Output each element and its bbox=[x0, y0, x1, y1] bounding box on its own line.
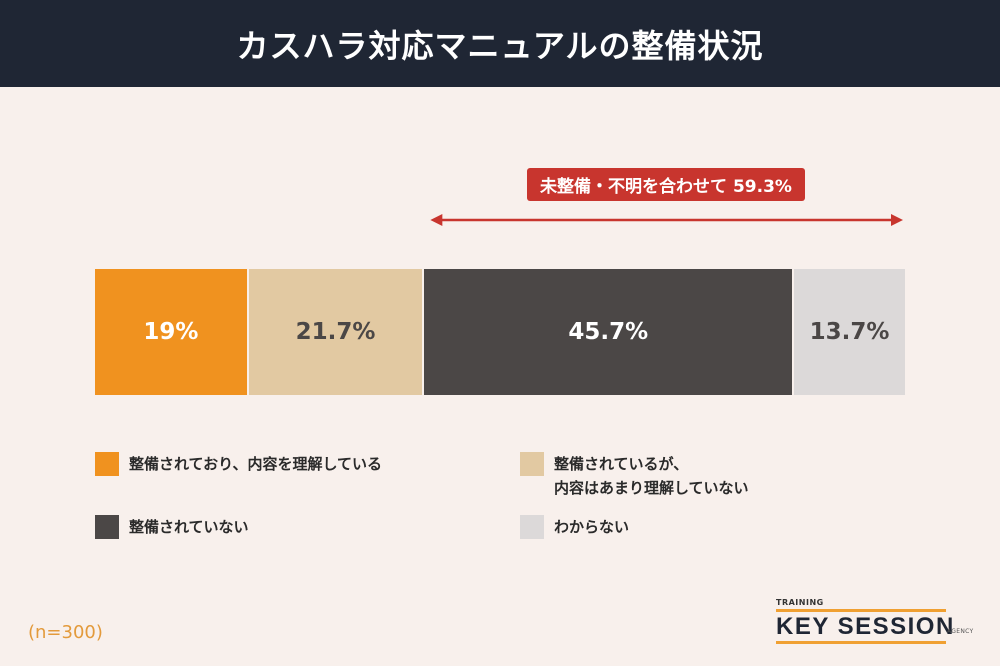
logo-agency-text: AGENCY bbox=[947, 628, 974, 635]
bar-segment-label-4: 13.7% bbox=[809, 319, 890, 345]
legend-label-4-line-1: わからない bbox=[554, 518, 630, 536]
logo-bottom-line bbox=[776, 641, 946, 644]
legend-item-3: 整備されていない bbox=[95, 515, 249, 539]
bar-segment-1: 19% bbox=[95, 269, 249, 395]
legend-label-2-line-1: 整備されているが、 bbox=[554, 455, 689, 473]
legend-swatch-1 bbox=[95, 452, 119, 476]
legend-item-4: わからない bbox=[520, 515, 629, 539]
legend-swatch-2 bbox=[520, 452, 544, 476]
key-session-logo: TRAINING KEY SESSION AGENCY bbox=[776, 598, 976, 648]
legend-label-3: 整備されていない bbox=[129, 515, 249, 539]
bar-segment-4: 13.7% bbox=[794, 269, 905, 395]
header-bar: カスハラ対応マニュアルの整備状況 bbox=[0, 0, 1000, 87]
range-callout: 未整備・不明を合わせて 59.3% bbox=[527, 168, 805, 201]
legend-swatch-4 bbox=[520, 515, 544, 539]
legend-item-1: 整備されており、内容を理解している bbox=[95, 452, 382, 476]
legend-item-2: 整備されているが、内容はあまり理解していない bbox=[520, 452, 749, 500]
legend-swatch-3 bbox=[95, 515, 119, 539]
range-arrow-head-left bbox=[430, 214, 443, 226]
logo-top-line bbox=[776, 609, 946, 612]
bar-segment-label-1: 19% bbox=[143, 319, 199, 345]
legend-label-1-line-1: 整備されており、内容を理解している bbox=[129, 455, 383, 473]
chart-title: カスハラ対応マニュアルの整備状況 bbox=[236, 26, 764, 65]
legend-label-2: 整備されているが、内容はあまり理解していない bbox=[554, 452, 749, 500]
bar-segment-label-3: 45.7% bbox=[568, 319, 649, 345]
logo-brand-text: KEY SESSION bbox=[776, 613, 955, 640]
sample-size-note: (n=300) bbox=[28, 622, 103, 643]
range-arrow-head-right bbox=[891, 214, 903, 226]
legend-label-3-line-1: 整備されていない bbox=[129, 518, 249, 536]
legend-label-2-line-2: 内容はあまり理解していない bbox=[554, 479, 749, 497]
legend-label-4: わからない bbox=[554, 515, 629, 539]
bar-segment-2: 21.7% bbox=[248, 269, 425, 395]
legend-label-1: 整備されており、内容を理解している bbox=[129, 452, 382, 476]
stacked-bar: 19% 21.7% 45.7% 13.7% bbox=[95, 269, 905, 395]
logo-training-text: TRAINING bbox=[776, 598, 824, 607]
bar-segment-3: 45.7% bbox=[424, 269, 795, 395]
bar-segment-label-2: 21.7% bbox=[295, 319, 376, 345]
